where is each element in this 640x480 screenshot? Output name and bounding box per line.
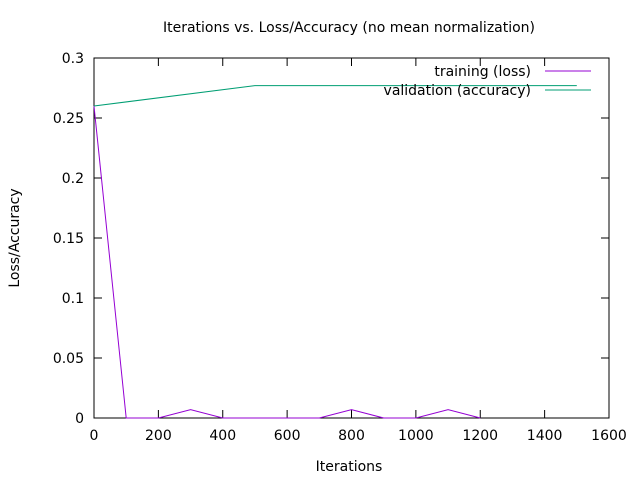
y-tick-label: 0.25 (53, 111, 84, 127)
y-tick-label: 0.15 (53, 231, 84, 247)
x-tick-label: 1600 (591, 428, 627, 444)
series-line-1 (93, 85, 577, 107)
y-tick-label: 0.2 (62, 171, 84, 187)
legend-label: validation (accuracy) (384, 83, 531, 99)
x-tick-label: 800 (338, 428, 365, 444)
series-line-0 (93, 105, 481, 419)
legend: training (loss) validation (accuracy) (384, 64, 591, 99)
y-tick-label: 0.1 (62, 291, 84, 307)
y-tick-label: 0 (75, 411, 84, 427)
y-axis: 0 0.05 0.1 0.15 0.2 0.25 0.3 (53, 51, 609, 427)
series-layer (93, 85, 577, 419)
y-tick-label: 0.3 (62, 51, 84, 67)
plot-frame (93, 57, 610, 419)
x-axis-label: Iterations (316, 459, 383, 475)
x-tick-label: 1200 (462, 428, 498, 444)
x-tick-label: 200 (145, 428, 172, 444)
x-axis: 0 200 400 600 800 1000 1200 1400 1600 (90, 58, 627, 444)
x-tick-label: 1400 (527, 428, 563, 444)
y-tick-label: 0.05 (53, 351, 84, 367)
y-axis-label: Loss/Accuracy (7, 188, 23, 287)
chart-title: Iterations vs. Loss/Accuracy (no mean no… (163, 20, 535, 36)
x-tick-label: 0 (90, 428, 99, 444)
x-tick-label: 400 (209, 428, 236, 444)
x-tick-label: 600 (274, 428, 301, 444)
legend-label: training (loss) (434, 64, 531, 80)
x-tick-label: 1000 (398, 428, 434, 444)
